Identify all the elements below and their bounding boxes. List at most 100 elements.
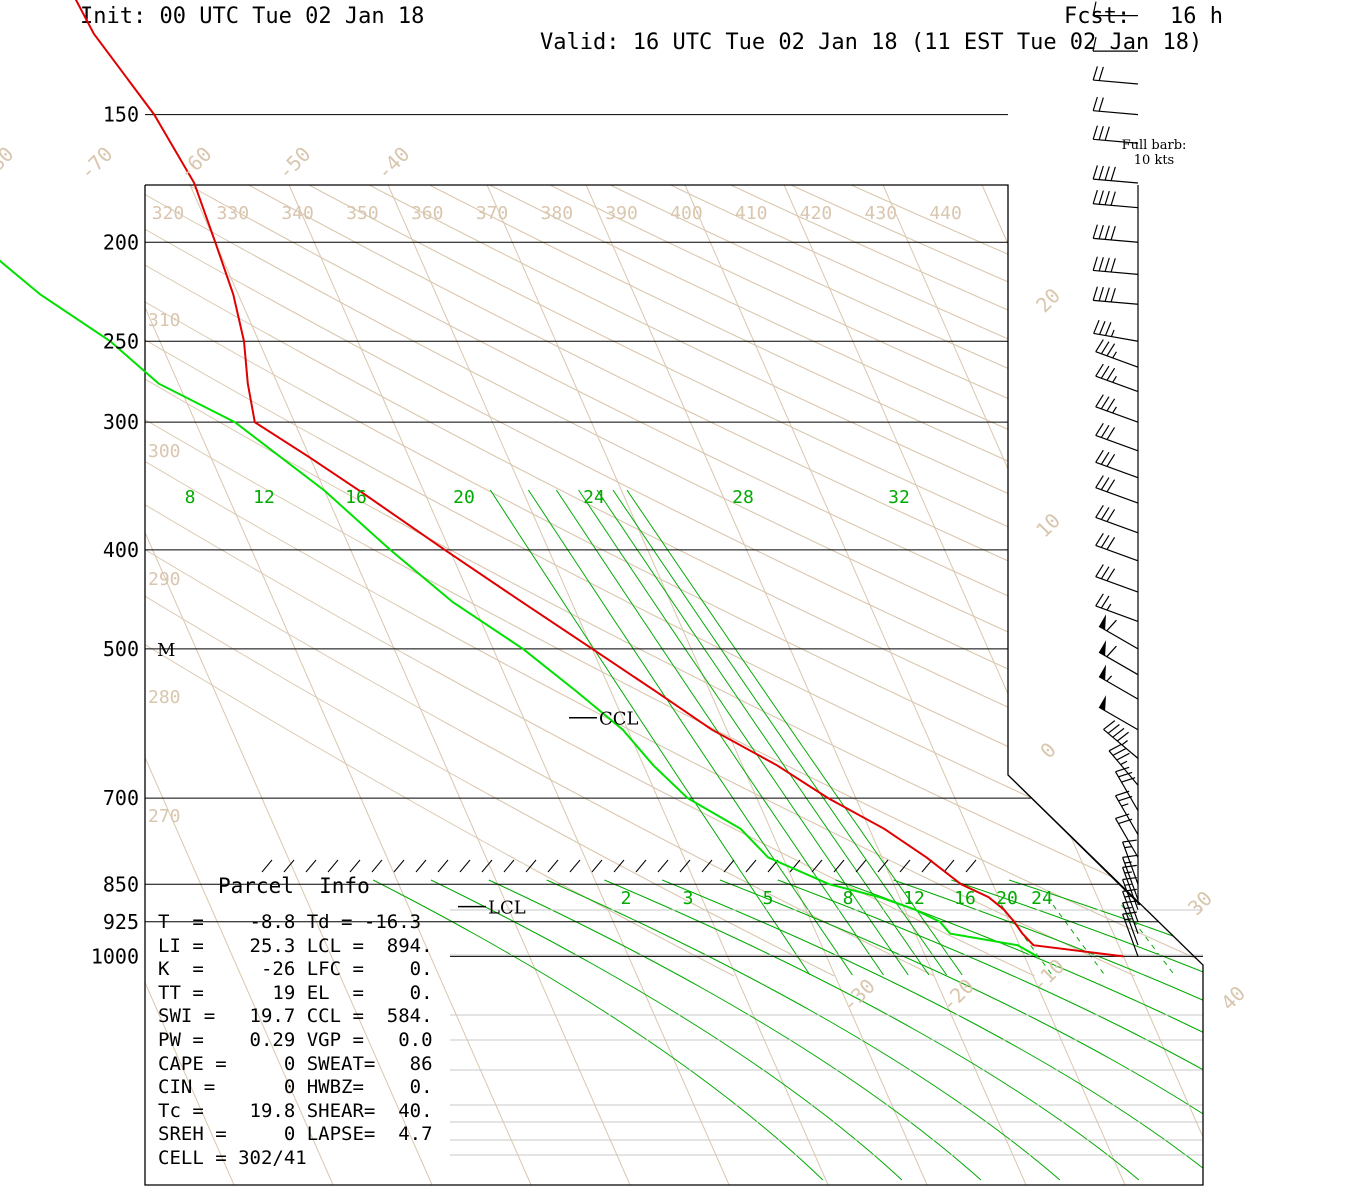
barb-flag bbox=[1095, 394, 1104, 408]
barb-flag bbox=[1110, 258, 1116, 273]
wind-barb bbox=[1095, 564, 1139, 593]
hatch-mark bbox=[261, 859, 273, 873]
barb-flag bbox=[1098, 287, 1104, 302]
chart-frame bbox=[144, 184, 1204, 1186]
theta-label: 380 bbox=[541, 203, 574, 224]
barb-flag bbox=[1100, 365, 1110, 379]
barb-half-flag bbox=[1112, 406, 1117, 414]
barb-pennant bbox=[1099, 664, 1107, 681]
barb-staff bbox=[1093, 203, 1139, 209]
mixing-ratio-label: 8 bbox=[843, 888, 854, 909]
wind-barb bbox=[1092, 125, 1139, 144]
barb-flag bbox=[1098, 165, 1104, 180]
pressure-label: 150 bbox=[103, 103, 139, 127]
pressure-label: 700 bbox=[103, 786, 139, 810]
isotherm-line bbox=[189, 185, 631, 1185]
barb-flag bbox=[1106, 645, 1117, 658]
barb-flag bbox=[1106, 537, 1116, 550]
pressure-label: 200 bbox=[103, 230, 139, 254]
wind-barb bbox=[1095, 363, 1139, 393]
barb-flag bbox=[1099, 321, 1106, 335]
barb-flag bbox=[1092, 1, 1097, 16]
parcel-info-row: K = -26 LFC = 0. bbox=[158, 958, 433, 981]
wind-barb bbox=[1092, 224, 1139, 243]
moist-adiabat bbox=[372, 879, 824, 1181]
parcel-info-row: T = -8.8 Td = -16.3 bbox=[158, 911, 422, 933]
dry-adiabat bbox=[299, 185, 1203, 977]
hatch-mark bbox=[591, 859, 603, 873]
barb-staff bbox=[1098, 676, 1139, 700]
mixing-ratio-label: 5 bbox=[763, 888, 774, 909]
isotherm-line bbox=[145, 185, 334, 1185]
barb-key: Full barb: 10 kts bbox=[1100, 138, 1208, 168]
barb-half-flag bbox=[1106, 675, 1113, 682]
barb-staff bbox=[1108, 750, 1139, 786]
hatch-mark bbox=[547, 859, 559, 873]
barb-staff bbox=[1095, 461, 1139, 479]
wind-barb bbox=[1098, 640, 1139, 676]
isotherm-line bbox=[585, 185, 1027, 1185]
barb-flag bbox=[1116, 752, 1130, 761]
isotherm-line bbox=[486, 185, 928, 1185]
parcel-info-row: CIN = 0 HWBZ= 0. bbox=[158, 1076, 433, 1099]
wind-barb bbox=[1095, 505, 1139, 534]
isotherm-line bbox=[145, 185, 235, 1185]
parcel-info-row: TT = 19 EL = 0. bbox=[158, 981, 433, 1004]
valid-time: Valid: 16 UTC Tue 02 Jan 18 (11 EST Tue … bbox=[540, 30, 1203, 55]
temperature-label: 10 bbox=[1031, 508, 1065, 542]
dry-adiabat bbox=[659, 185, 1203, 977]
hatch-mark bbox=[437, 859, 449, 873]
barb-half-flag bbox=[1106, 603, 1112, 611]
hatch-mark bbox=[305, 859, 317, 873]
theta-label: 420 bbox=[800, 203, 833, 224]
hatch-mark bbox=[371, 859, 383, 873]
hatch-mark bbox=[965, 859, 977, 873]
theta-label: 360 bbox=[411, 203, 444, 224]
barb-flag bbox=[1100, 396, 1110, 410]
barb-staff bbox=[1095, 516, 1139, 534]
wind-barb bbox=[1093, 319, 1139, 342]
barb-flag bbox=[1112, 727, 1125, 738]
barb-flag bbox=[1115, 790, 1130, 797]
mixing-ratio-dashed-line bbox=[1248, 905, 1303, 975]
pressure-label: 300 bbox=[103, 410, 139, 434]
init-time: Init: 00 UTC Tue 02 Jan 18 bbox=[80, 4, 425, 29]
mixing-ratio-label: 24 bbox=[1031, 888, 1053, 909]
moist-adiabat bbox=[951, 879, 1203, 1181]
theta-label: 370 bbox=[476, 203, 509, 224]
ccl-label: CCL bbox=[599, 709, 639, 730]
barb-flag bbox=[1100, 595, 1110, 609]
theta-label: 410 bbox=[735, 203, 768, 224]
barb-flag bbox=[1112, 748, 1126, 756]
wind-barb bbox=[1092, 66, 1139, 85]
barb-flag bbox=[1104, 166, 1110, 181]
temperature-label: 40 bbox=[1216, 981, 1250, 1015]
barb-flag bbox=[1116, 731, 1129, 742]
mixing-ratio-line bbox=[578, 489, 909, 976]
barb-staff bbox=[1103, 728, 1139, 759]
melting-level-label: M bbox=[157, 640, 175, 661]
dry-adiabat bbox=[145, 185, 1203, 977]
dry-adiabat bbox=[179, 185, 1203, 977]
isotherm-line bbox=[783, 185, 1203, 1185]
mixing-ratio-dashed-line bbox=[1292, 905, 1348, 975]
barb-flag bbox=[1106, 509, 1116, 522]
barb-key-line1: Full barb: bbox=[1121, 138, 1187, 153]
isotherm-line bbox=[0, 185, 36, 1185]
barb-flag bbox=[1104, 225, 1110, 240]
barb-pennant bbox=[1099, 695, 1107, 711]
barb-flag bbox=[1108, 743, 1123, 752]
hatch-mark bbox=[811, 859, 823, 873]
barb-flag bbox=[1118, 818, 1133, 825]
barb-half-flag bbox=[1121, 740, 1128, 746]
barb-flag bbox=[1092, 125, 1098, 140]
temperature-label: 0 bbox=[1035, 738, 1060, 763]
barb-flag bbox=[1106, 398, 1116, 412]
barb-flag bbox=[1122, 911, 1137, 915]
parcel-info-row: CAPE = 0 SWEAT= 86 bbox=[158, 1052, 433, 1075]
barb-flag bbox=[1092, 165, 1098, 180]
barb-half-flag bbox=[1124, 846, 1132, 849]
dry-adiabat bbox=[839, 185, 1203, 977]
barb-flag bbox=[1095, 593, 1104, 607]
